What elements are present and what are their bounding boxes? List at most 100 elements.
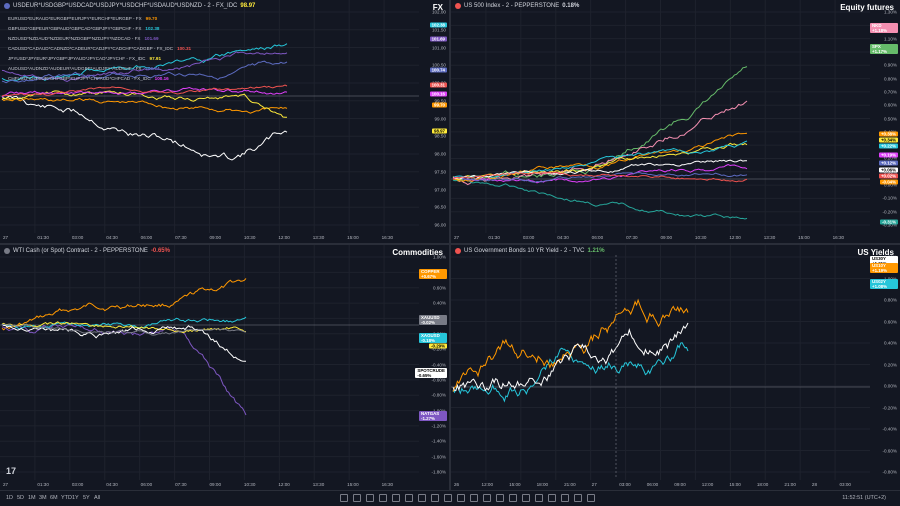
drawing-tool-icon[interactable] — [444, 494, 452, 502]
horizontal-pane-divider[interactable] — [0, 243, 900, 245]
fx-legend-item[interactable]: GBPUSD*GBPEUR*GBPAUD*GBPCAD*GBPJPY*GBPCH… — [8, 24, 191, 34]
price-tag: +0.12% — [878, 160, 898, 166]
yields-time-axis[interactable]: 26 12:00 15:00 18:00 21:00 27 03:00 06:00 09:00 1… — [451, 480, 900, 490]
x-tick-label: 04:30 — [557, 235, 569, 240]
equity-symbol-icon — [455, 3, 461, 9]
range-button-ytd[interactable]: YTD — [61, 495, 72, 501]
y-tick-label: -0.20% — [882, 405, 897, 410]
range-button-1m[interactable]: 1M — [28, 495, 36, 501]
fx-legend-item[interactable]: JPYUSD*JPYEUR*JPYGBP*JPYAUD*JPYCAD*JPYCH… — [8, 54, 191, 64]
y-tick-label: -1.40% — [431, 438, 446, 444]
drawing-tool-icon[interactable] — [574, 494, 582, 502]
drawing-tool-icon[interactable] — [379, 494, 387, 502]
fx-legend-value: 97.91 — [149, 56, 162, 61]
price-tag: 100.31 — [429, 82, 447, 88]
y-tick-label: 0.70% — [883, 89, 897, 95]
commodities-price-axis[interactable]: 1.00%0.80%0.60%0.40%0.20%0.00%-0.20%-0.4… — [415, 245, 449, 490]
x-tick-label: 26 — [454, 482, 460, 487]
x-tick-label: 09:00 — [209, 482, 222, 487]
tradingview-logo[interactable]: 17 — [6, 466, 17, 476]
x-tick-label: 27 — [3, 235, 9, 240]
series-line-8 — [1, 84, 288, 97]
range-button-1d[interactable]: 1D — [6, 495, 14, 501]
drawing-tool-icon[interactable] — [392, 494, 400, 502]
y-tick-label: -0.40% — [882, 426, 897, 432]
commodities-symbol-icon — [4, 248, 10, 254]
equity-chart[interactable] — [451, 0, 900, 243]
price-tag: 100.74 — [429, 67, 447, 73]
fx-legend-label: NZDUSD*NZDAUD*NZDEUR*NZDGBP*NZDJPY*NZDCA… — [8, 36, 141, 41]
y-tick-label: 101.50 — [431, 27, 446, 33]
x-tick-label: 07:30 — [175, 482, 187, 487]
drawing-tool-icon[interactable] — [496, 494, 504, 502]
y-tick-label: 0.20% — [883, 362, 897, 367]
price-tag: NKD +1.18% — [870, 23, 898, 33]
price-tag: +0.22% — [878, 143, 898, 149]
fx-chart[interactable] — [0, 0, 449, 243]
drawing-tool-icon[interactable] — [535, 494, 543, 502]
fx-legend-item[interactable]: AUDUSD*AUDNZD*AUDEUR*AUDGBP*AUDJPY*AUDCH… — [8, 64, 191, 74]
equity-time-axis[interactable]: 27 01:30 03:00 04:30 06:00 07:30 09:00 10:30 12:… — [451, 233, 900, 243]
range-button-5y[interactable]: 5Y — [83, 495, 90, 501]
drawing-tool-icon[interactable] — [561, 494, 569, 502]
fx-legend-item[interactable]: NZDUSD*NZDAUD*NZDEUR*NZDGBP*NZDJPY*NZDCA… — [8, 34, 191, 44]
x-tick-label: 12:00 — [278, 235, 290, 240]
yields-price-axis[interactable]: 1.20%1.00%0.80%0.60%0.40%0.20%0.00%-0.20… — [870, 245, 900, 490]
commodities-header-value: -0.65% — [150, 248, 170, 254]
vertical-pane-divider[interactable] — [449, 0, 451, 490]
fx-pane[interactable]: USDEUR*USDGBP*USDCAD*USDJPY*USDCHF*USDAU… — [0, 0, 449, 243]
range-button-all[interactable]: All — [94, 495, 101, 501]
equity-price-axis[interactable]: 1.30%1.20%1.10%1.00%0.90%0.80%0.70%0.60%… — [870, 0, 900, 243]
fx-legend-item[interactable]: CADUSD*CADAUD*CADNZD*CADEUR*CADJPY*CADCH… — [8, 44, 191, 54]
yields-pane[interactable]: US Government Bonds 10 YR Yield - 2 - TV… — [451, 245, 900, 490]
fx-legend-item[interactable]: CHFUSD*CHFEUR*CHFGBP*CHFJPY*CHFAUD*CHFCA… — [8, 74, 191, 84]
fx-time-axis[interactable]: 27 01:30 03:00 04:30 06:00 07:30 09:00 10:30 12:… — [0, 233, 449, 243]
yields-chart[interactable] — [451, 245, 900, 490]
equity-pane[interactable]: US 500 Index - 2 - PEPPERSTONE 0.18% Equ… — [451, 0, 900, 243]
price-tag: XAGUSD -0.18% — [419, 333, 447, 343]
drawing-tool-icon[interactable] — [418, 494, 426, 502]
y-tick-label: 0.40% — [883, 340, 897, 346]
commodities-time-axis[interactable]: 27 01:30 03:00 04:30 06:00 07:30 09:00 10:30 12:… — [0, 480, 449, 490]
drawing-tool-icon[interactable] — [405, 494, 413, 502]
commodities-chart[interactable] — [0, 245, 449, 490]
y-tick-label: 0.60% — [432, 285, 446, 291]
range-button-3m[interactable]: 3M — [39, 495, 47, 501]
fx-legend-value: 101.69 — [144, 36, 159, 41]
series-line-4 — [452, 132, 748, 182]
x-tick-label: 12:00 — [701, 482, 714, 487]
price-tag: 98.97 — [432, 128, 447, 134]
range-button-5d[interactable]: 5D — [17, 495, 25, 501]
y-tick-label: -0.60% — [882, 448, 897, 453]
x-tick-label: 04:30 — [106, 235, 118, 240]
fx-price-axis[interactable]: 102.00101.50101.00100.50100.0099.5099.00… — [419, 0, 449, 243]
fx-legend-label: CHFUSD*CHFEUR*CHFGBP*CHFJPY*CHFAUD*CHFCA… — [8, 76, 151, 81]
drawing-tool-icon[interactable] — [431, 494, 439, 502]
drawing-tool-icon[interactable] — [353, 494, 361, 502]
price-tag: +0.34% — [878, 137, 898, 143]
drawing-tool-icon[interactable] — [457, 494, 465, 502]
series-line-6 — [452, 140, 748, 179]
drawing-tool-icon[interactable] — [522, 494, 530, 502]
drawing-tool-icon[interactable] — [470, 494, 478, 502]
drawing-tool-icon[interactable] — [587, 494, 595, 502]
clock-timezone[interactable]: 11:52:51 (UTC+2) — [842, 495, 886, 501]
drawing-tool-icon[interactable] — [483, 494, 491, 502]
drawing-tool-icon[interactable] — [509, 494, 517, 502]
range-button-6m[interactable]: 6M — [50, 495, 58, 501]
y-tick-label: 101.00 — [431, 45, 446, 50]
series-line-1 — [1, 95, 288, 161]
fx-header-value: 98.97 — [240, 3, 256, 9]
x-tick-label: 03:00 — [71, 482, 84, 487]
fx-legend-item[interactable]: EURUSD*EURAUD*EURGBP*EURJPY*EURCHF*EURGB… — [8, 14, 191, 24]
drawing-tool-icon[interactable] — [548, 494, 556, 502]
drawing-tool-icon[interactable] — [340, 494, 348, 502]
fx-legend-value: 102.38 — [145, 26, 160, 31]
x-tick-label: 21:00 — [564, 482, 576, 487]
commodities-pane[interactable]: WTI Cash (or Spot) Contract - 2 - PEPPER… — [0, 245, 449, 490]
fx-symbol-icon — [4, 3, 10, 9]
range-button-1y[interactable]: 1Y — [72, 495, 79, 501]
series-line-7 — [1, 86, 288, 98]
series-line-9 — [452, 159, 748, 179]
drawing-tool-icon[interactable] — [366, 494, 374, 502]
